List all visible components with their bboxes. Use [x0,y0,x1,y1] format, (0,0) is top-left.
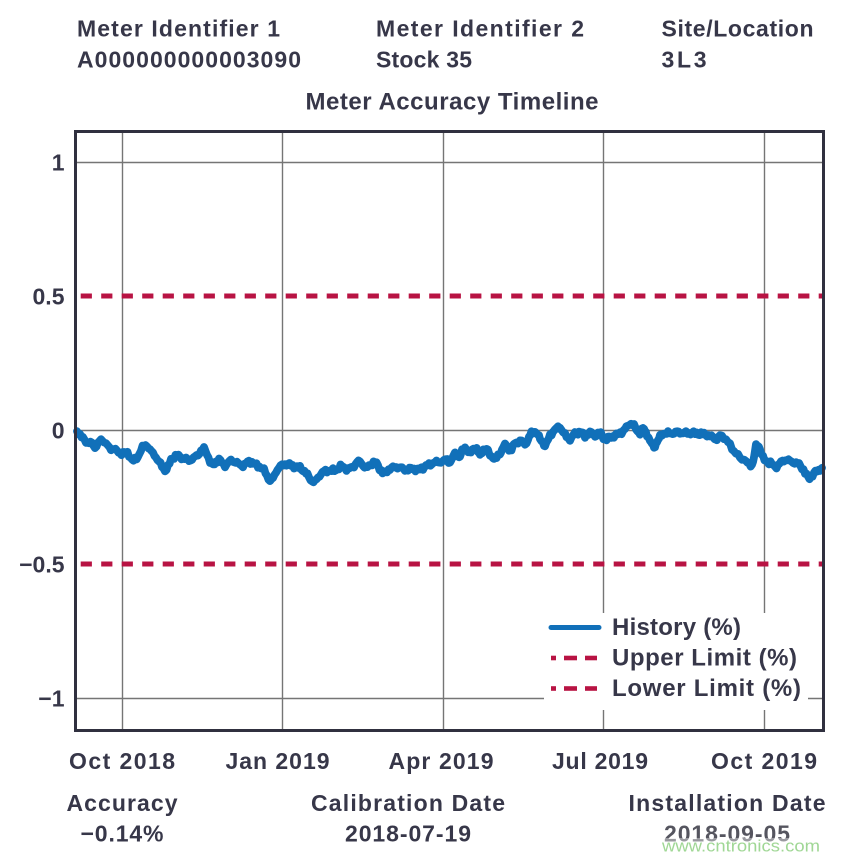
svg-text:0.5: 0.5 [33,283,65,309]
svg-text:2018-07-19: 2018-07-19 [345,821,471,847]
svg-text:Stock 35: Stock 35 [376,47,472,73]
svg-text:Meter Identifier 1: Meter Identifier 1 [77,16,280,42]
svg-text:Meter Accuracy Timeline: Meter Accuracy Timeline [306,89,599,116]
svg-text:Accuracy: Accuracy [67,790,178,816]
svg-text:2018-09-05: 2018-09-05 [664,821,790,847]
svg-text:Oct 2019: Oct 2019 [711,748,817,774]
svg-text:Apr 2019: Apr 2019 [389,748,494,774]
svg-text:Upper Limit (%): Upper Limit (%) [612,645,797,672]
svg-text:Jan 2019: Jan 2019 [226,748,330,774]
svg-text:−0.5: −0.5 [19,551,65,577]
svg-text:A000000000003090: A000000000003090 [77,47,301,73]
svg-text:Oct 2018: Oct 2018 [69,748,175,774]
svg-text:www.cntronics.com: www.cntronics.com [661,838,820,856]
svg-text:Lower Limit (%): Lower Limit (%) [612,675,801,702]
svg-text:0: 0 [52,417,65,443]
svg-text:1: 1 [52,149,65,175]
svg-text:Site/Location: Site/Location [662,16,814,42]
svg-text:Jul 2019: Jul 2019 [552,748,648,774]
svg-text:History (%): History (%) [612,614,741,641]
svg-text:−1: −1 [38,685,64,711]
svg-text:Meter Identifier 2: Meter Identifier 2 [376,16,584,42]
svg-text:−0.14%: −0.14% [81,821,164,847]
svg-text:Installation Date: Installation Date [629,790,826,816]
svg-text:3L3: 3L3 [662,47,707,73]
svg-text:Calibration Date: Calibration Date [311,790,505,816]
